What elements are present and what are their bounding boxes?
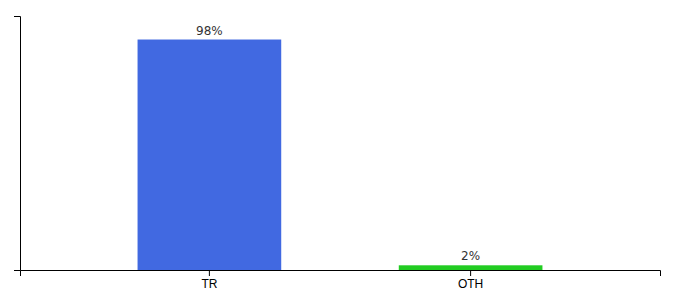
- y-axis-line: [14, 17, 21, 271]
- bar: [138, 40, 282, 270]
- x-tick-mark: [209, 270, 210, 276]
- bars: [138, 40, 543, 270]
- x-tick-label: OTH: [458, 277, 483, 291]
- data-label: 2%: [461, 249, 480, 263]
- plot: 98% 2% TR OTH: [14, 17, 661, 291]
- chart: 98% 2% TR OTH: [0, 0, 680, 300]
- data-label: 98%: [196, 24, 223, 38]
- x-tick: OTH: [458, 270, 483, 291]
- bar: [399, 265, 543, 270]
- x-axis: TR OTH: [21, 270, 661, 291]
- x-tick-mark: [470, 270, 471, 276]
- data-labels: 98% 2%: [196, 24, 480, 264]
- x-tick-label: TR: [201, 277, 217, 291]
- y-axis: [14, 17, 21, 271]
- x-tick: TR: [201, 270, 217, 291]
- x-axis-line: [21, 271, 661, 277]
